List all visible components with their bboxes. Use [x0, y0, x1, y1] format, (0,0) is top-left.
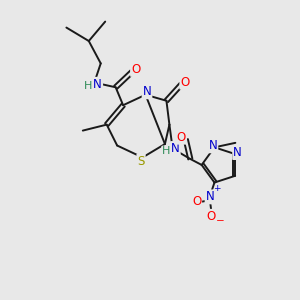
Text: O: O	[192, 195, 201, 208]
Text: N: N	[93, 78, 102, 91]
Text: O: O	[177, 131, 186, 144]
Text: +: +	[213, 184, 220, 193]
Text: O: O	[131, 63, 140, 76]
Text: N: N	[233, 146, 242, 159]
Text: H: H	[84, 81, 92, 91]
Text: −: −	[216, 216, 225, 226]
Text: O: O	[180, 76, 190, 89]
Text: N: N	[208, 139, 217, 152]
Text: H: H	[162, 146, 171, 157]
Text: N: N	[142, 85, 152, 98]
Text: O: O	[207, 210, 216, 223]
Text: N: N	[206, 190, 214, 203]
Text: N: N	[171, 142, 180, 155]
Text: S: S	[137, 154, 145, 167]
